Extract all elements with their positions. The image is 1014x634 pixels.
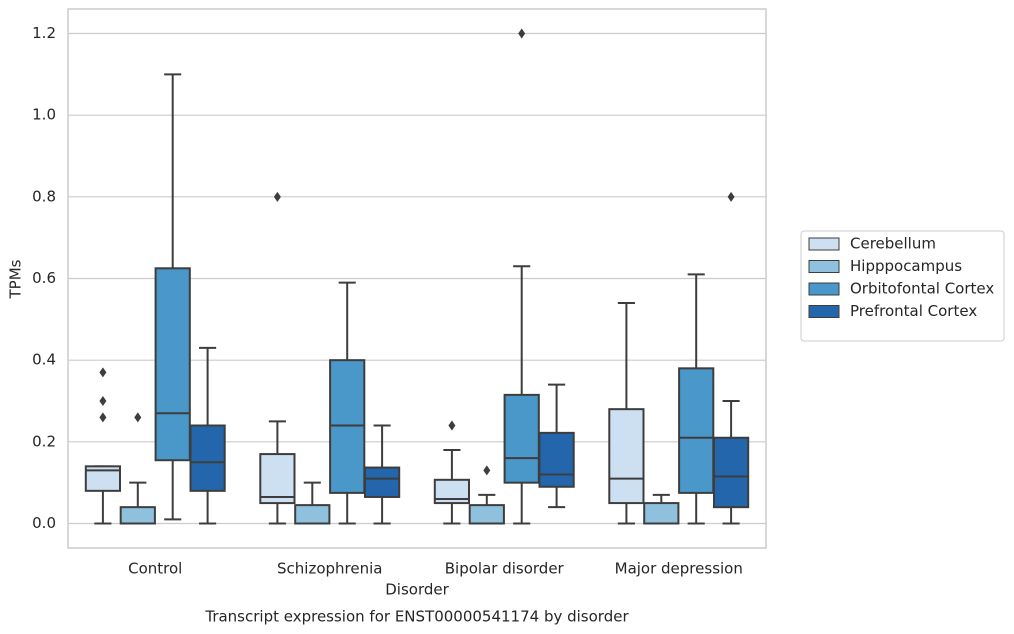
box — [294, 504, 331, 525]
legend-swatch — [808, 305, 840, 318]
y-tick-label: 1.2 — [32, 24, 56, 42]
box-group — [608, 302, 645, 525]
chart-title: Transcript expression for ENST0000054117… — [204, 608, 629, 626]
box-group — [503, 28, 540, 525]
x-tick-label: Bipolar disorder — [445, 560, 565, 578]
box-group — [329, 281, 366, 525]
box — [259, 453, 296, 505]
box — [433, 478, 471, 505]
box-group — [154, 73, 191, 521]
legend-swatch — [808, 260, 840, 273]
x-axis-label: Disorder — [385, 581, 449, 599]
legend-swatch — [808, 282, 840, 296]
outlier — [99, 367, 107, 378]
legend: Cerebellum Hipppocampus Orbitofontal Corte… — [800, 230, 1005, 342]
box-group — [84, 367, 122, 525]
box — [329, 359, 366, 494]
box — [538, 431, 575, 488]
box — [468, 504, 505, 525]
box-group — [712, 191, 750, 525]
y-tick-label: 0.6 — [32, 269, 56, 287]
y-tick-label: 0.8 — [32, 187, 56, 205]
legend-swatch — [808, 237, 840, 251]
outlier — [273, 191, 281, 202]
box-group — [433, 420, 471, 525]
box-group — [538, 383, 575, 509]
outlier — [99, 396, 107, 406]
box — [119, 506, 156, 525]
y-tick-label: 1.0 — [32, 106, 56, 124]
outlier — [448, 420, 456, 431]
outlier — [518, 28, 526, 39]
y-axis-label: TPMs — [7, 259, 25, 299]
box — [643, 502, 680, 525]
y-tick-label: 0.2 — [32, 432, 56, 450]
legend-label: Prefrontal Cortex — [850, 302, 977, 320]
box — [678, 367, 715, 494]
marks: Control Schizophrenia Bipolar disorder Majo… — [84, 28, 750, 578]
legend-label: Orbitofontal Cortex — [850, 280, 994, 298]
x-tick-label: Major depression — [615, 560, 743, 578]
box-group — [363, 424, 401, 525]
box-group — [294, 481, 331, 525]
box-group — [678, 273, 715, 525]
legend-frame — [800, 230, 1005, 342]
outlier — [134, 412, 142, 423]
box-group — [119, 412, 156, 525]
box — [503, 393, 540, 484]
outlier — [99, 412, 107, 423]
box — [189, 424, 226, 492]
x-tick-label: Control — [128, 560, 182, 578]
outlier — [483, 465, 491, 476]
y-tick-label: 0.0 — [32, 514, 56, 532]
y-tick-label: 0.4 — [32, 351, 56, 369]
legend-label: Hipppocampus — [850, 257, 962, 275]
box-group — [259, 191, 296, 525]
box-group — [643, 493, 680, 525]
box — [363, 466, 401, 498]
box — [712, 436, 750, 509]
box-group — [468, 465, 505, 525]
box — [608, 408, 645, 505]
box — [154, 267, 191, 462]
outlier — [727, 191, 735, 202]
box-group — [189, 346, 226, 525]
legend-label: Cerebellum — [850, 235, 936, 253]
x-tick-label: Schizophrenia — [277, 560, 382, 578]
